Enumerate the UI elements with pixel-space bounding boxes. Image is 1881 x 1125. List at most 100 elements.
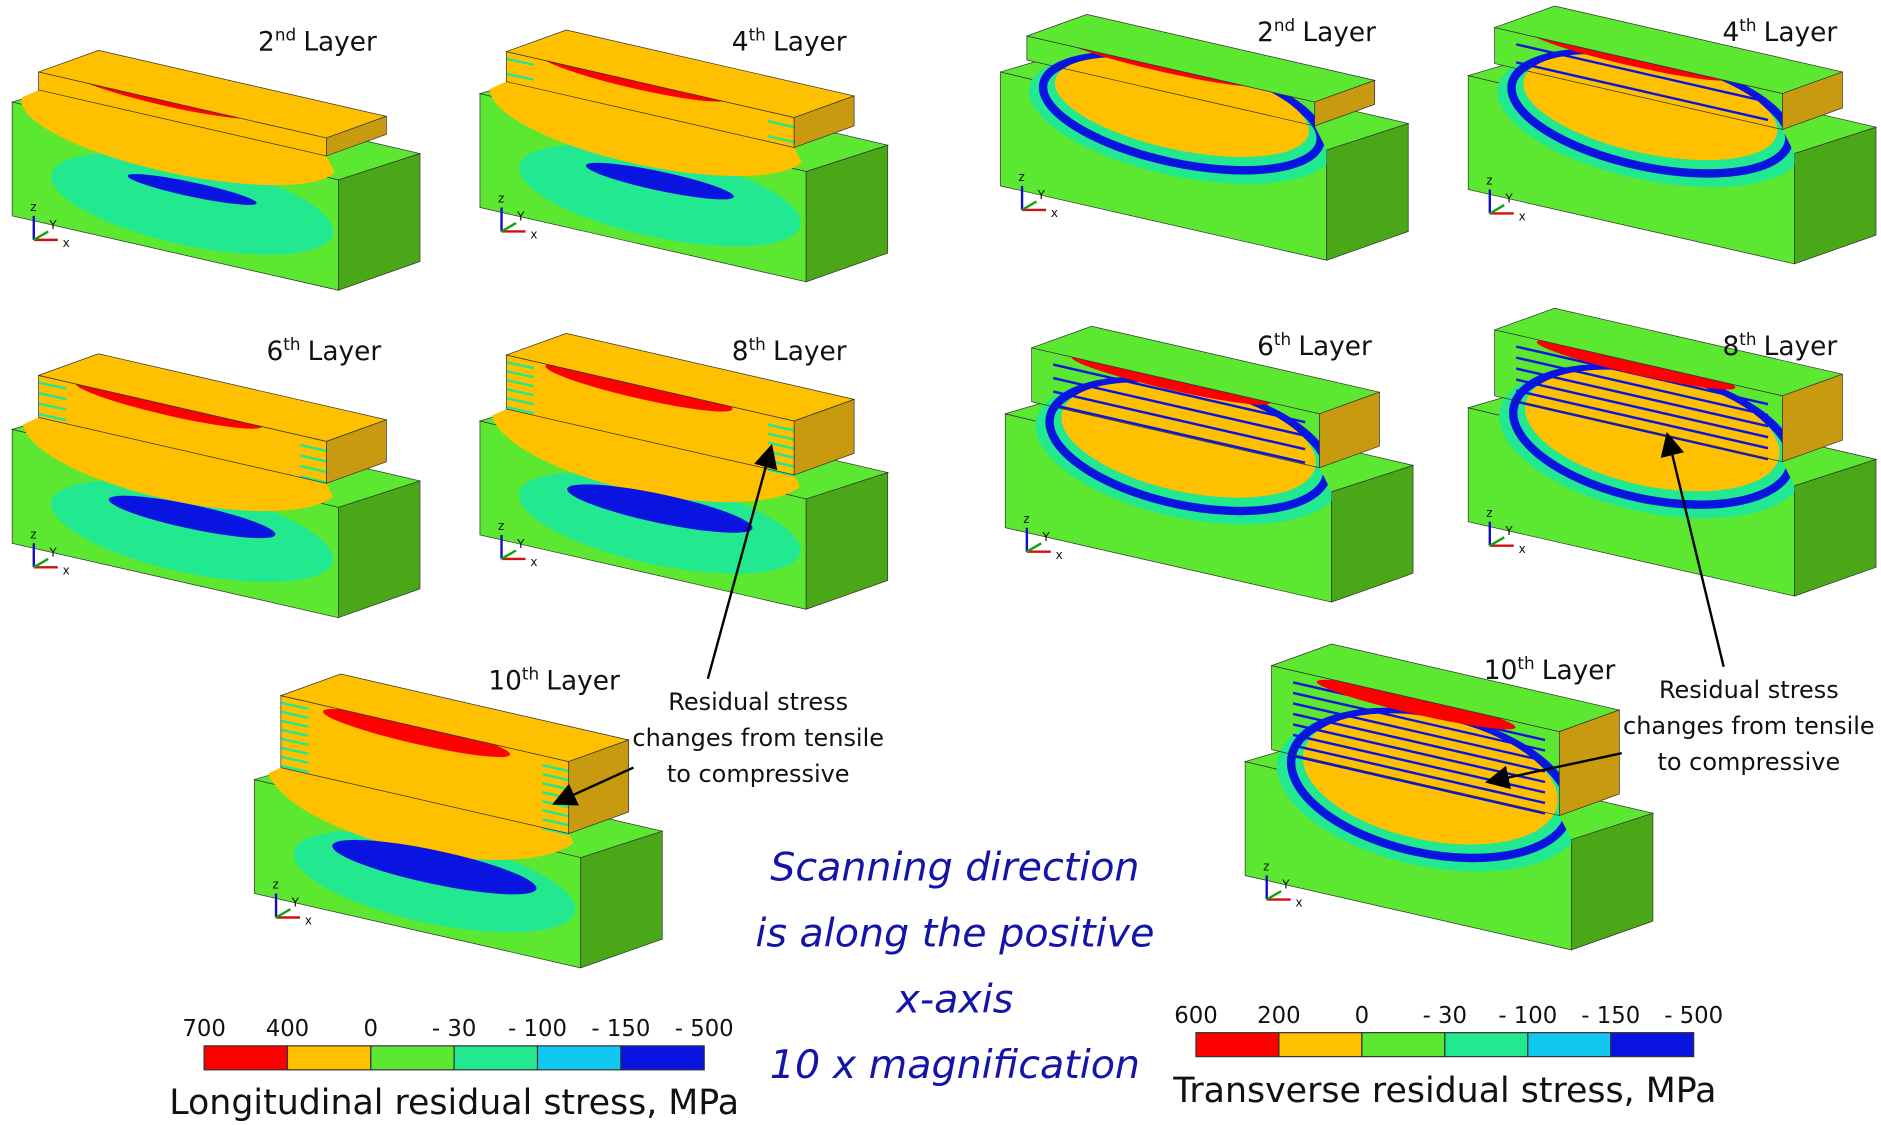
layer-word: Layer [1764, 332, 1838, 362]
axis-z-label: z [1018, 170, 1024, 184]
annotation: to compressive [667, 760, 850, 788]
axis-y-label: Y [1504, 192, 1513, 206]
colorbar-segment [287, 1046, 370, 1070]
layer-number: 8 [732, 337, 749, 367]
colorbar-segment [1362, 1033, 1445, 1057]
layer-suffix: th [1274, 329, 1291, 349]
layer-word: Layer [773, 337, 847, 367]
panel-label: 4thLayer [1722, 15, 1837, 48]
axis-y [34, 231, 48, 239]
axis-x-label: x [1051, 206, 1058, 220]
colorbar-segment [204, 1046, 287, 1070]
note-line: 10 x magnification [770, 1042, 1140, 1088]
annotation: Residual stress [1659, 676, 1839, 704]
annotation: to compressive [1658, 748, 1841, 776]
axis-y-label: Y [1037, 188, 1046, 202]
axis-y [1490, 537, 1504, 545]
axis-y [1267, 891, 1281, 899]
layer-word: Layer [303, 27, 377, 57]
model-block: zYx [12, 50, 420, 290]
layer-number: 6 [266, 337, 283, 367]
layer-number: 10 [1484, 656, 1518, 686]
note-line: x-axis [894, 976, 1013, 1022]
colorbar-segment [371, 1046, 454, 1070]
panel-label: 2nd Layer [258, 24, 377, 57]
axis-z-label: z [30, 528, 36, 542]
axis-z-label: z [30, 200, 36, 214]
axis-y [1022, 201, 1036, 209]
colorbar-label: 200 [1257, 1003, 1300, 1029]
model-block: zYx [12, 354, 420, 618]
layer-number: 6 [1257, 332, 1274, 362]
axis-z-label: z [498, 192, 504, 206]
colorbar-segment [621, 1046, 704, 1070]
model-block: zYx [480, 333, 888, 609]
colorbar-segment [1196, 1033, 1279, 1057]
colorbar-label: - 30 [1423, 1003, 1467, 1029]
layer-suffix: th [522, 664, 539, 684]
axis-y-label: Y [48, 546, 57, 560]
axis-y-label: Y [1281, 878, 1290, 892]
note-line: is along the positive [755, 910, 1154, 956]
layer-suffix: th [1739, 329, 1756, 349]
colorbar-label: - 500 [1664, 1003, 1723, 1029]
axis-x-label: x [1519, 542, 1526, 556]
panel-label: 2nd Layer [1257, 15, 1376, 48]
layer-suffix: th [749, 24, 766, 44]
layer-word: Layer [1302, 18, 1376, 48]
layer-number: 4 [732, 27, 749, 57]
colorbar-label: - 150 [591, 1016, 650, 1042]
colorbar-segment [454, 1046, 537, 1070]
model-block: zYx [1000, 14, 1408, 260]
axis-x-label: x [530, 228, 537, 242]
colorbar-label: 400 [266, 1016, 309, 1042]
colorbar-segment [1279, 1033, 1362, 1057]
colorbar-segment [1445, 1033, 1528, 1057]
layer-number: 10 [488, 667, 522, 697]
colorbar-title: Longitudinal residual stress, MPa [169, 1083, 739, 1123]
layer-suffix: nd [275, 24, 296, 44]
axis-y [1027, 543, 1041, 551]
axis-y-label: Y [516, 210, 525, 224]
colorbar-label: 700 [182, 1016, 225, 1042]
axis-x-label: x [530, 555, 537, 569]
axis-z-label: z [1023, 512, 1029, 526]
layer-word: Layer [1764, 18, 1838, 48]
note-line: Scanning direction [770, 844, 1139, 890]
axis-y [502, 223, 516, 231]
axis-z-label: z [272, 878, 278, 892]
annotation: Residual stress [668, 688, 848, 716]
colorbar-segment [1611, 1033, 1694, 1057]
colorbar-label: 0 [1355, 1003, 1369, 1029]
colorbar-label: 0 [364, 1016, 378, 1042]
layer-word: Layer [773, 27, 847, 57]
page: {"figure":{ "left":{"panels":[{"number":… [0, 0, 1881, 1125]
colorbar-label: - 500 [675, 1016, 734, 1042]
layer-word: Layer [308, 337, 382, 367]
axis-x-label: x [63, 563, 70, 577]
axis-z-label: z [498, 519, 504, 533]
axis-y [502, 551, 516, 559]
layer-suffix: th [1739, 15, 1756, 35]
model-block: zYx [254, 674, 662, 968]
annotation: changes from tensile [632, 724, 884, 752]
layer-number: 2 [1257, 18, 1274, 48]
axis-y [276, 909, 290, 917]
colorbar-label: - 150 [1581, 1003, 1640, 1029]
axis-x-label: x [63, 236, 70, 250]
axis-x-label: x [1296, 896, 1303, 910]
model-block: zYx [1005, 326, 1413, 602]
layer-word: Layer [1298, 332, 1372, 362]
colorbar-label: - 100 [508, 1016, 567, 1042]
layer-number: 2 [258, 27, 275, 57]
colorbar-label: - 30 [432, 1016, 476, 1042]
axis-x-label: x [1519, 210, 1526, 224]
figure: zYx2ndLayerzYx4thLayerzYx6thLayerzYx8thL… [0, 0, 1881, 1125]
axis-y-label: Y [1041, 530, 1050, 544]
annotation: changes from tensile [1623, 712, 1875, 740]
layer-suffix: nd [1274, 15, 1295, 35]
model-block: zYx [1245, 644, 1653, 950]
axis-y [34, 559, 48, 567]
